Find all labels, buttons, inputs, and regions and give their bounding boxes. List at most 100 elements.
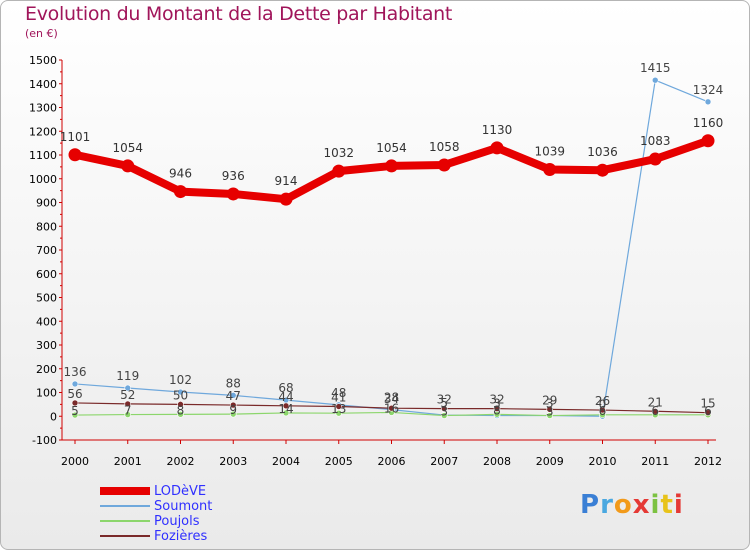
data-label: 936 bbox=[222, 169, 245, 183]
y-tick-label: 1000 bbox=[29, 173, 57, 186]
legend-swatch bbox=[100, 505, 150, 507]
data-point bbox=[440, 405, 448, 412]
logo-letter: o bbox=[613, 490, 633, 520]
data-point bbox=[388, 404, 395, 412]
legend-swatch bbox=[100, 520, 150, 522]
data-label: 119 bbox=[116, 369, 139, 383]
data-label: 1054 bbox=[112, 141, 143, 155]
legend-label: LODèVE bbox=[154, 484, 207, 499]
y-tick-label: 1300 bbox=[29, 102, 57, 115]
data-label: 26 bbox=[595, 394, 610, 408]
y-tick-label: 600 bbox=[36, 268, 57, 281]
data-label: 1039 bbox=[534, 144, 565, 158]
legend-swatch bbox=[100, 487, 150, 495]
y-tick-label: 1100 bbox=[29, 149, 57, 162]
y-tick-label: 800 bbox=[36, 220, 57, 233]
logo-letter: P bbox=[580, 490, 601, 520]
data-point bbox=[440, 412, 448, 419]
data-point bbox=[71, 411, 79, 419]
data-point bbox=[177, 411, 184, 418]
data-point bbox=[124, 400, 132, 408]
data-point bbox=[704, 409, 712, 416]
x-tick-label: 2002 bbox=[167, 455, 195, 468]
chart-series bbox=[68, 76, 715, 420]
data-point bbox=[282, 409, 290, 417]
y-tick-label: 700 bbox=[36, 244, 57, 257]
x-tick-label: 2012 bbox=[694, 455, 722, 468]
logo-letter: r bbox=[600, 490, 614, 520]
chart-axes: -100010020030040050060070080090010001100… bbox=[29, 54, 722, 468]
chart-unit-label: (en €) bbox=[25, 27, 58, 40]
logo-letter: i bbox=[650, 490, 661, 520]
data-point bbox=[385, 159, 398, 173]
logo-letter: x bbox=[632, 490, 651, 520]
data-label: 3 bbox=[546, 397, 554, 411]
x-tick-label: 2006 bbox=[378, 455, 406, 468]
y-tick-label: 1200 bbox=[29, 125, 57, 138]
data-label: 56 bbox=[67, 387, 82, 401]
data-label: 1083 bbox=[640, 134, 671, 148]
y-tick-label: 900 bbox=[36, 197, 57, 210]
data-label: 7 bbox=[124, 404, 132, 418]
data-label: 16 bbox=[384, 401, 399, 415]
data-label: 1101 bbox=[60, 130, 91, 144]
y-tick-label: 500 bbox=[36, 292, 57, 305]
data-label: 5 bbox=[71, 404, 79, 418]
data-label: 136 bbox=[64, 365, 87, 379]
x-tick-label: 2004 bbox=[272, 455, 300, 468]
logo-letter: t bbox=[660, 490, 674, 520]
data-label: 13 bbox=[331, 402, 346, 416]
x-tick-label: 2000 bbox=[61, 455, 89, 468]
data-label: 47 bbox=[226, 389, 241, 403]
data-point bbox=[229, 401, 237, 409]
data-label: 1160 bbox=[693, 116, 724, 130]
x-tick-label: 2001 bbox=[114, 455, 142, 468]
data-point bbox=[279, 192, 293, 206]
data-point bbox=[493, 405, 501, 412]
data-label: 6 bbox=[704, 404, 712, 418]
data-point bbox=[71, 380, 79, 388]
data-point bbox=[599, 406, 606, 414]
data-label: 6 bbox=[599, 404, 607, 418]
data-label: 68 bbox=[278, 381, 293, 395]
data-point bbox=[704, 98, 712, 106]
data-point bbox=[651, 76, 659, 84]
x-tick-label: 2008 bbox=[483, 455, 511, 468]
data-point bbox=[596, 163, 609, 177]
data-label: 1036 bbox=[587, 145, 618, 159]
data-label: 5 bbox=[440, 396, 448, 410]
data-label: 0 bbox=[599, 397, 607, 411]
data-label: 48 bbox=[331, 386, 346, 400]
y-tick-label: 400 bbox=[36, 315, 57, 328]
y-tick-label: 200 bbox=[36, 363, 57, 376]
x-tick-label: 2007 bbox=[430, 455, 458, 468]
data-point bbox=[335, 403, 343, 410]
data-label: 44 bbox=[278, 390, 293, 404]
y-tick-label: -100 bbox=[32, 434, 57, 447]
data-point bbox=[229, 392, 237, 399]
data-point bbox=[282, 402, 290, 410]
data-point bbox=[490, 141, 504, 155]
data-label: 1032 bbox=[323, 146, 354, 160]
data-point bbox=[546, 406, 554, 413]
series-line bbox=[74, 79, 709, 417]
x-tick-label: 2011 bbox=[641, 455, 669, 468]
data-point bbox=[177, 388, 184, 396]
data-label: 102 bbox=[169, 373, 192, 387]
data-label: 3 bbox=[546, 405, 554, 419]
data-point bbox=[174, 185, 187, 199]
data-point bbox=[543, 162, 557, 176]
y-tick-label: 1400 bbox=[29, 78, 57, 91]
data-label: 1054 bbox=[376, 141, 407, 155]
data-point bbox=[437, 158, 451, 172]
data-point bbox=[335, 409, 343, 417]
data-label: 3 bbox=[493, 397, 501, 411]
data-label: 8 bbox=[177, 403, 185, 417]
y-tick-label: 100 bbox=[36, 387, 57, 400]
data-label: 50 bbox=[173, 388, 188, 402]
data-label: 1324 bbox=[693, 83, 724, 97]
data-label: 29 bbox=[542, 393, 557, 407]
data-label: 15 bbox=[700, 397, 715, 411]
data-label: 1058 bbox=[429, 140, 460, 154]
